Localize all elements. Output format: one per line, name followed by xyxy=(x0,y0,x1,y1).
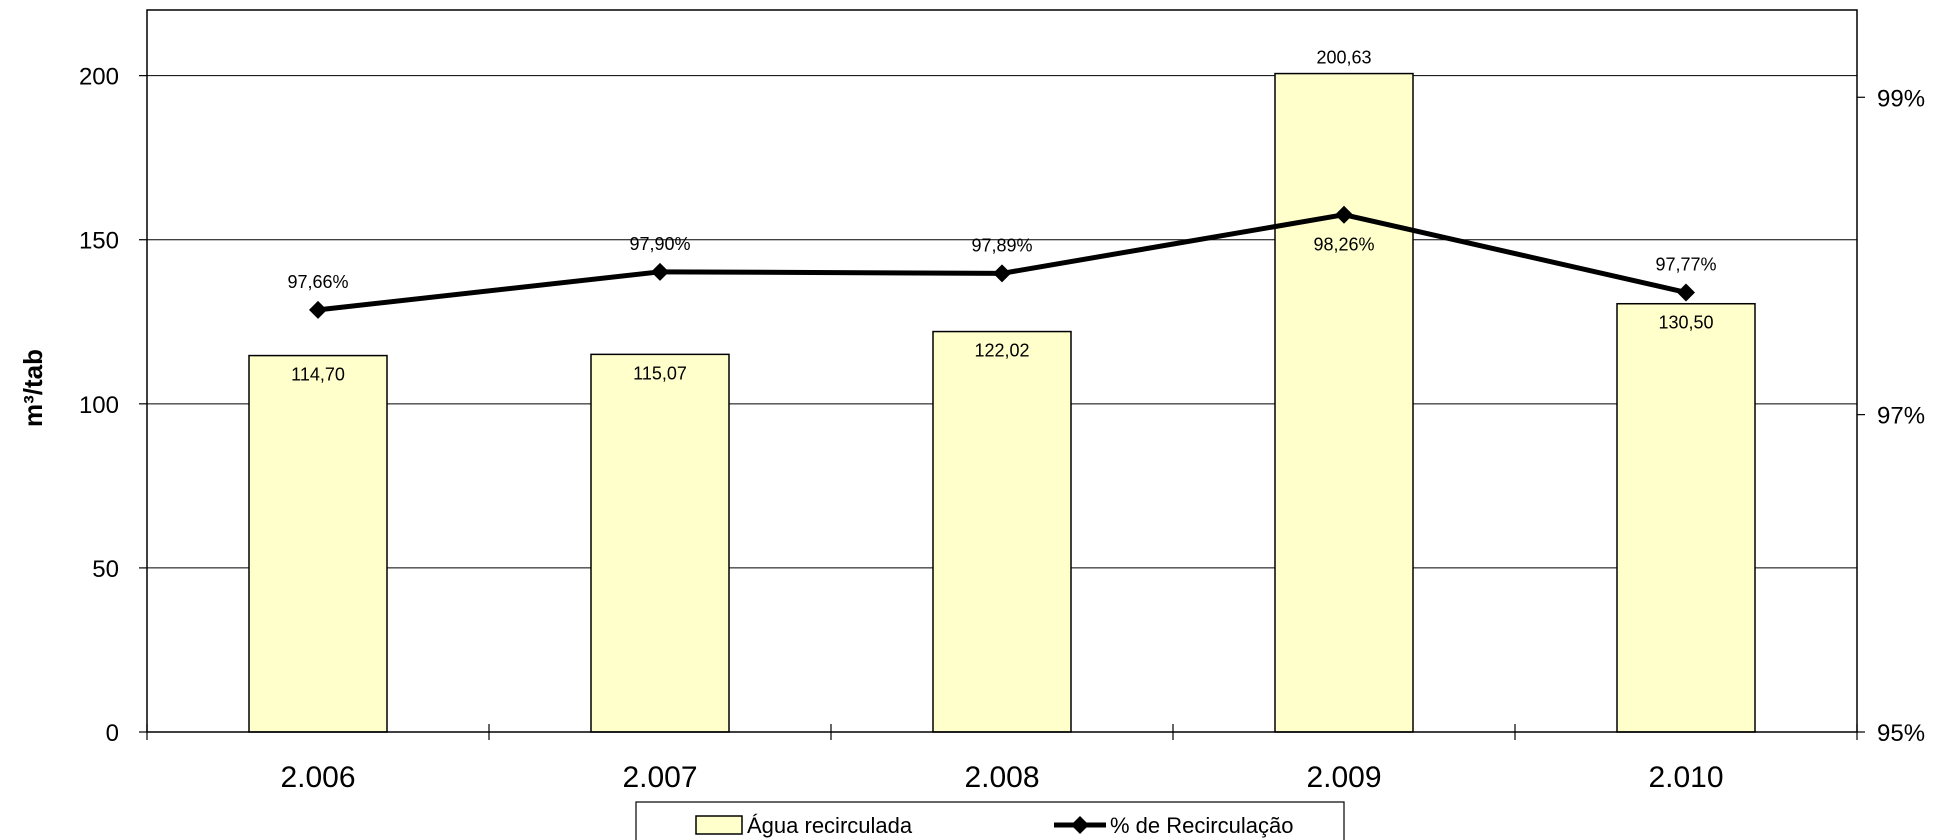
left-tick-label: 100 xyxy=(79,392,119,419)
bar-value-label: 130,50 xyxy=(1658,313,1713,333)
bar-value-label: 122,02 xyxy=(974,341,1029,361)
data-labels: 114,70 97,66% 115,07 97,90% 122,02 97,89% 200,… xyxy=(287,48,1716,385)
x-tick-label: 2.008 xyxy=(964,761,1039,794)
line-value-label: 97,77% xyxy=(1655,254,1716,274)
bar xyxy=(932,330,1072,733)
line-marker xyxy=(651,262,669,281)
line-marker xyxy=(1335,205,1353,224)
left-axis-ticks: 0 50 100 150 200 xyxy=(79,64,147,747)
legend: Água recirculada % de Recirculação xyxy=(635,801,1345,840)
bar xyxy=(248,354,388,733)
left-tick-label: 200 xyxy=(79,64,119,91)
left-tick-label: 0 xyxy=(106,720,119,747)
line-marker xyxy=(1677,283,1695,302)
legend-box xyxy=(635,801,1345,840)
line-marker xyxy=(309,300,327,319)
left-tick-label: 50 xyxy=(92,556,119,583)
right-tick-label: 95% xyxy=(1877,720,1925,747)
bar xyxy=(1616,302,1756,733)
line-value-label: 97,89% xyxy=(971,235,1032,255)
legend-line-marker xyxy=(1071,816,1089,834)
right-tick-label: 99% xyxy=(1877,85,1925,112)
right-axis-ticks: 95% 97% 99% xyxy=(1857,85,1925,747)
legend-label-line: % de Recirculação xyxy=(1110,813,1293,838)
line-value-label: 98,26% xyxy=(1313,235,1374,255)
legend-bar-swatch xyxy=(695,815,743,835)
legend-label-bar: Água recirculada xyxy=(747,813,913,838)
line-value-label: 97,90% xyxy=(629,234,690,254)
x-axis-ticks: 2.006 2.007 2.008 2.009 2.010 xyxy=(146,724,1858,794)
line-path xyxy=(317,212,1687,313)
x-tick-label: 2.007 xyxy=(622,761,697,794)
bar xyxy=(590,353,730,733)
x-tick-label: 2.006 xyxy=(280,761,355,794)
y-axis-title: m³/tab xyxy=(18,349,48,427)
axes xyxy=(146,9,1858,733)
x-tick-label: 2.009 xyxy=(1306,761,1381,794)
bar-series xyxy=(248,72,1756,733)
line-marker xyxy=(993,264,1011,283)
left-tick-label: 150 xyxy=(79,228,119,255)
x-tick-label: 2.010 xyxy=(1648,761,1723,794)
line-value-label: 97,66% xyxy=(287,272,348,292)
right-tick-label: 97% xyxy=(1877,403,1925,430)
plot-area-border xyxy=(146,9,1858,733)
bar-value-label: 114,70 xyxy=(291,365,345,385)
bar-value-label: 115,07 xyxy=(633,363,687,383)
bar-value-label: 200,63 xyxy=(1316,48,1371,68)
bar xyxy=(1274,72,1414,733)
line-series xyxy=(309,205,1695,319)
